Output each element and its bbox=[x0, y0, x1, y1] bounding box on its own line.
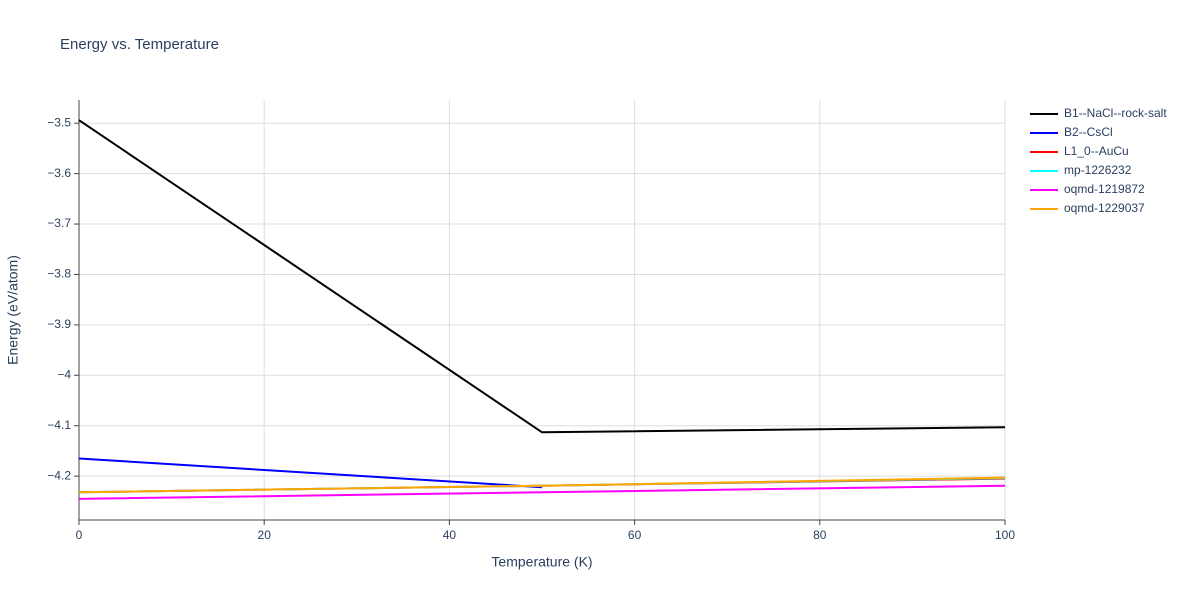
legend-label: B1--NaCl--rock-salt bbox=[1064, 106, 1167, 120]
x-tick-label: 60 bbox=[628, 528, 642, 542]
y-tick-label: −3.5 bbox=[47, 115, 71, 129]
legend-label: B2--CsCl bbox=[1064, 125, 1113, 139]
x-tick-label: 80 bbox=[813, 528, 827, 542]
x-tick-label: 40 bbox=[443, 528, 457, 542]
legend-label: mp-1226232 bbox=[1064, 163, 1132, 177]
y-tick-label: −4.1 bbox=[47, 418, 71, 432]
x-axis-title: Temperature (K) bbox=[491, 554, 592, 570]
x-tick-label: 100 bbox=[995, 528, 1015, 542]
legend-label: oqmd-1229037 bbox=[1064, 201, 1145, 215]
series-line bbox=[78, 119, 1006, 434]
legend-label: oqmd-1219872 bbox=[1064, 182, 1145, 196]
legend-label: L1_0--AuCu bbox=[1064, 144, 1129, 158]
y-tick-label: −3.6 bbox=[47, 166, 71, 180]
y-tick-label: −3.7 bbox=[47, 216, 71, 230]
series-line bbox=[78, 457, 543, 489]
y-tick-label: −4.2 bbox=[47, 468, 71, 482]
y-tick-label: −3.9 bbox=[47, 317, 71, 331]
x-tick-label: 0 bbox=[76, 528, 83, 542]
y-tick-label: −4 bbox=[57, 367, 71, 381]
x-tick-label: 20 bbox=[258, 528, 272, 542]
series-line bbox=[78, 476, 1006, 494]
series-line bbox=[78, 484, 1006, 500]
y-tick-label: −3.8 bbox=[47, 267, 71, 281]
y-axis-title: Energy (eV/atom) bbox=[5, 255, 21, 365]
chart-title: Energy vs. Temperature bbox=[60, 36, 219, 53]
